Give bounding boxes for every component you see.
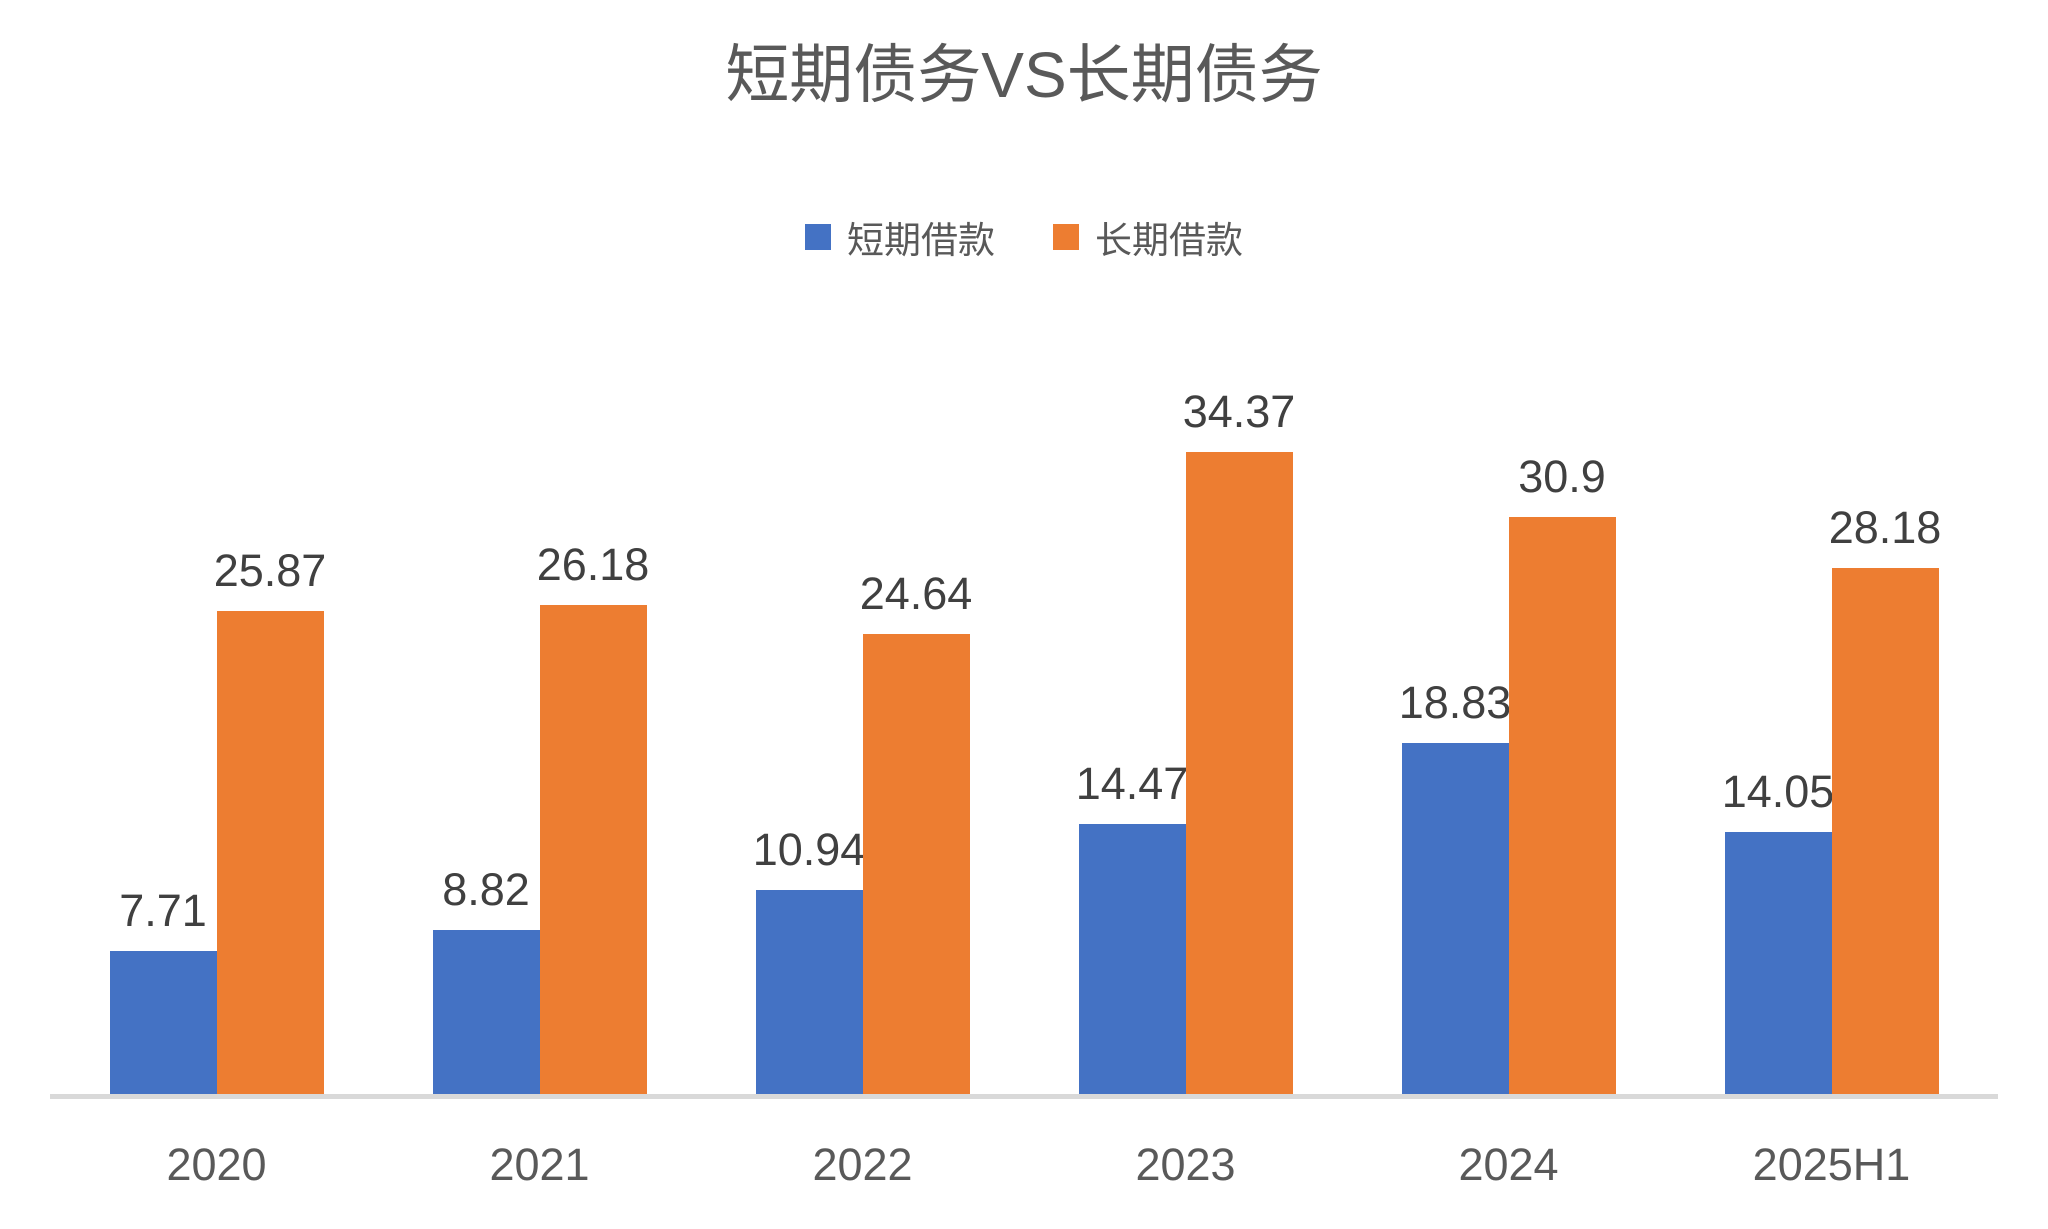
- bar-series1-2021: 26.18: [537, 539, 649, 1095]
- bar-value-label: 28.18: [1828, 502, 1942, 554]
- x-axis-line: [50, 1094, 1998, 1099]
- bar-value-label: 14.05: [1721, 766, 1835, 818]
- bar-series0-2020: 7.71: [109, 885, 217, 1095]
- bar-group-2024: 18.83 30.9: [1399, 347, 1616, 1095]
- bar-series0-2024: 18.83: [1399, 677, 1511, 1095]
- bar-value-label: 26.18: [536, 539, 650, 591]
- bar-series0-2023: 14.47: [1076, 758, 1188, 1095]
- bar-series1-2022: 24.64: [860, 568, 972, 1095]
- bar-series0-2021: 8.82: [432, 864, 540, 1095]
- x-tick-2025H1: 2025H1: [1752, 1139, 1911, 1190]
- legend-label: 长期借款: [1095, 220, 1243, 261]
- legend-item-series1: 长期借款: [1053, 210, 1243, 264]
- bar-value-label: 30.9: [1518, 451, 1606, 503]
- bar-value-label: 18.83: [1398, 676, 1512, 728]
- legend-swatch-icon: [805, 224, 831, 250]
- bar-value-label: 25.87: [213, 545, 327, 597]
- bar-series1-2020: 25.87: [214, 545, 326, 1095]
- bar-series0-2025H1: 14.05: [1722, 766, 1834, 1095]
- x-tick-2024: 2024: [1458, 1139, 1559, 1190]
- plot-area: 7.71 25.87 8.82 26.18 10.94 24.64 14.47 34.37 18…: [55, 347, 1993, 1095]
- bar-series1-2024: 30.9: [1508, 451, 1616, 1095]
- bar-value-label: 8.82: [442, 864, 530, 916]
- x-tick-2021: 2021: [489, 1139, 590, 1190]
- bar-series1-2023: 34.37: [1183, 386, 1295, 1095]
- bar-value-label: 10.94: [752, 824, 866, 876]
- bar-group-2023: 14.47 34.37: [1076, 347, 1295, 1095]
- legend-swatch-icon: [1053, 224, 1079, 250]
- x-tick-2022: 2022: [812, 1139, 913, 1190]
- bar-group-2021: 8.82 26.18: [432, 347, 649, 1095]
- x-axis-labels: 2020 2021 2022 2023 2024 2025H1: [55, 1139, 1993, 1191]
- bar-value-label: 7.71: [119, 884, 207, 936]
- bar-value-label: 24.64: [859, 568, 973, 620]
- x-tick-2020: 2020: [166, 1139, 267, 1190]
- bar-value-label: 14.47: [1075, 758, 1189, 810]
- legend-label: 短期借款: [847, 220, 995, 261]
- bar-group-2020: 7.71 25.87: [109, 347, 326, 1095]
- bar-value-label: 34.37: [1182, 386, 1296, 438]
- bar-group-2022: 10.94 24.64: [753, 347, 972, 1095]
- legend-item-series0: 短期借款: [805, 210, 995, 264]
- x-tick-2023: 2023: [1135, 1139, 1236, 1190]
- chart-legend: 短期借款 长期借款: [0, 210, 2048, 264]
- bar-group-2025H1: 14.05 28.18: [1722, 347, 1941, 1095]
- chart-title: 短期债务VS长期债务: [725, 39, 1323, 111]
- bar-series0-2022: 10.94: [753, 824, 865, 1095]
- bar-series1-2025H1: 28.18: [1829, 502, 1941, 1095]
